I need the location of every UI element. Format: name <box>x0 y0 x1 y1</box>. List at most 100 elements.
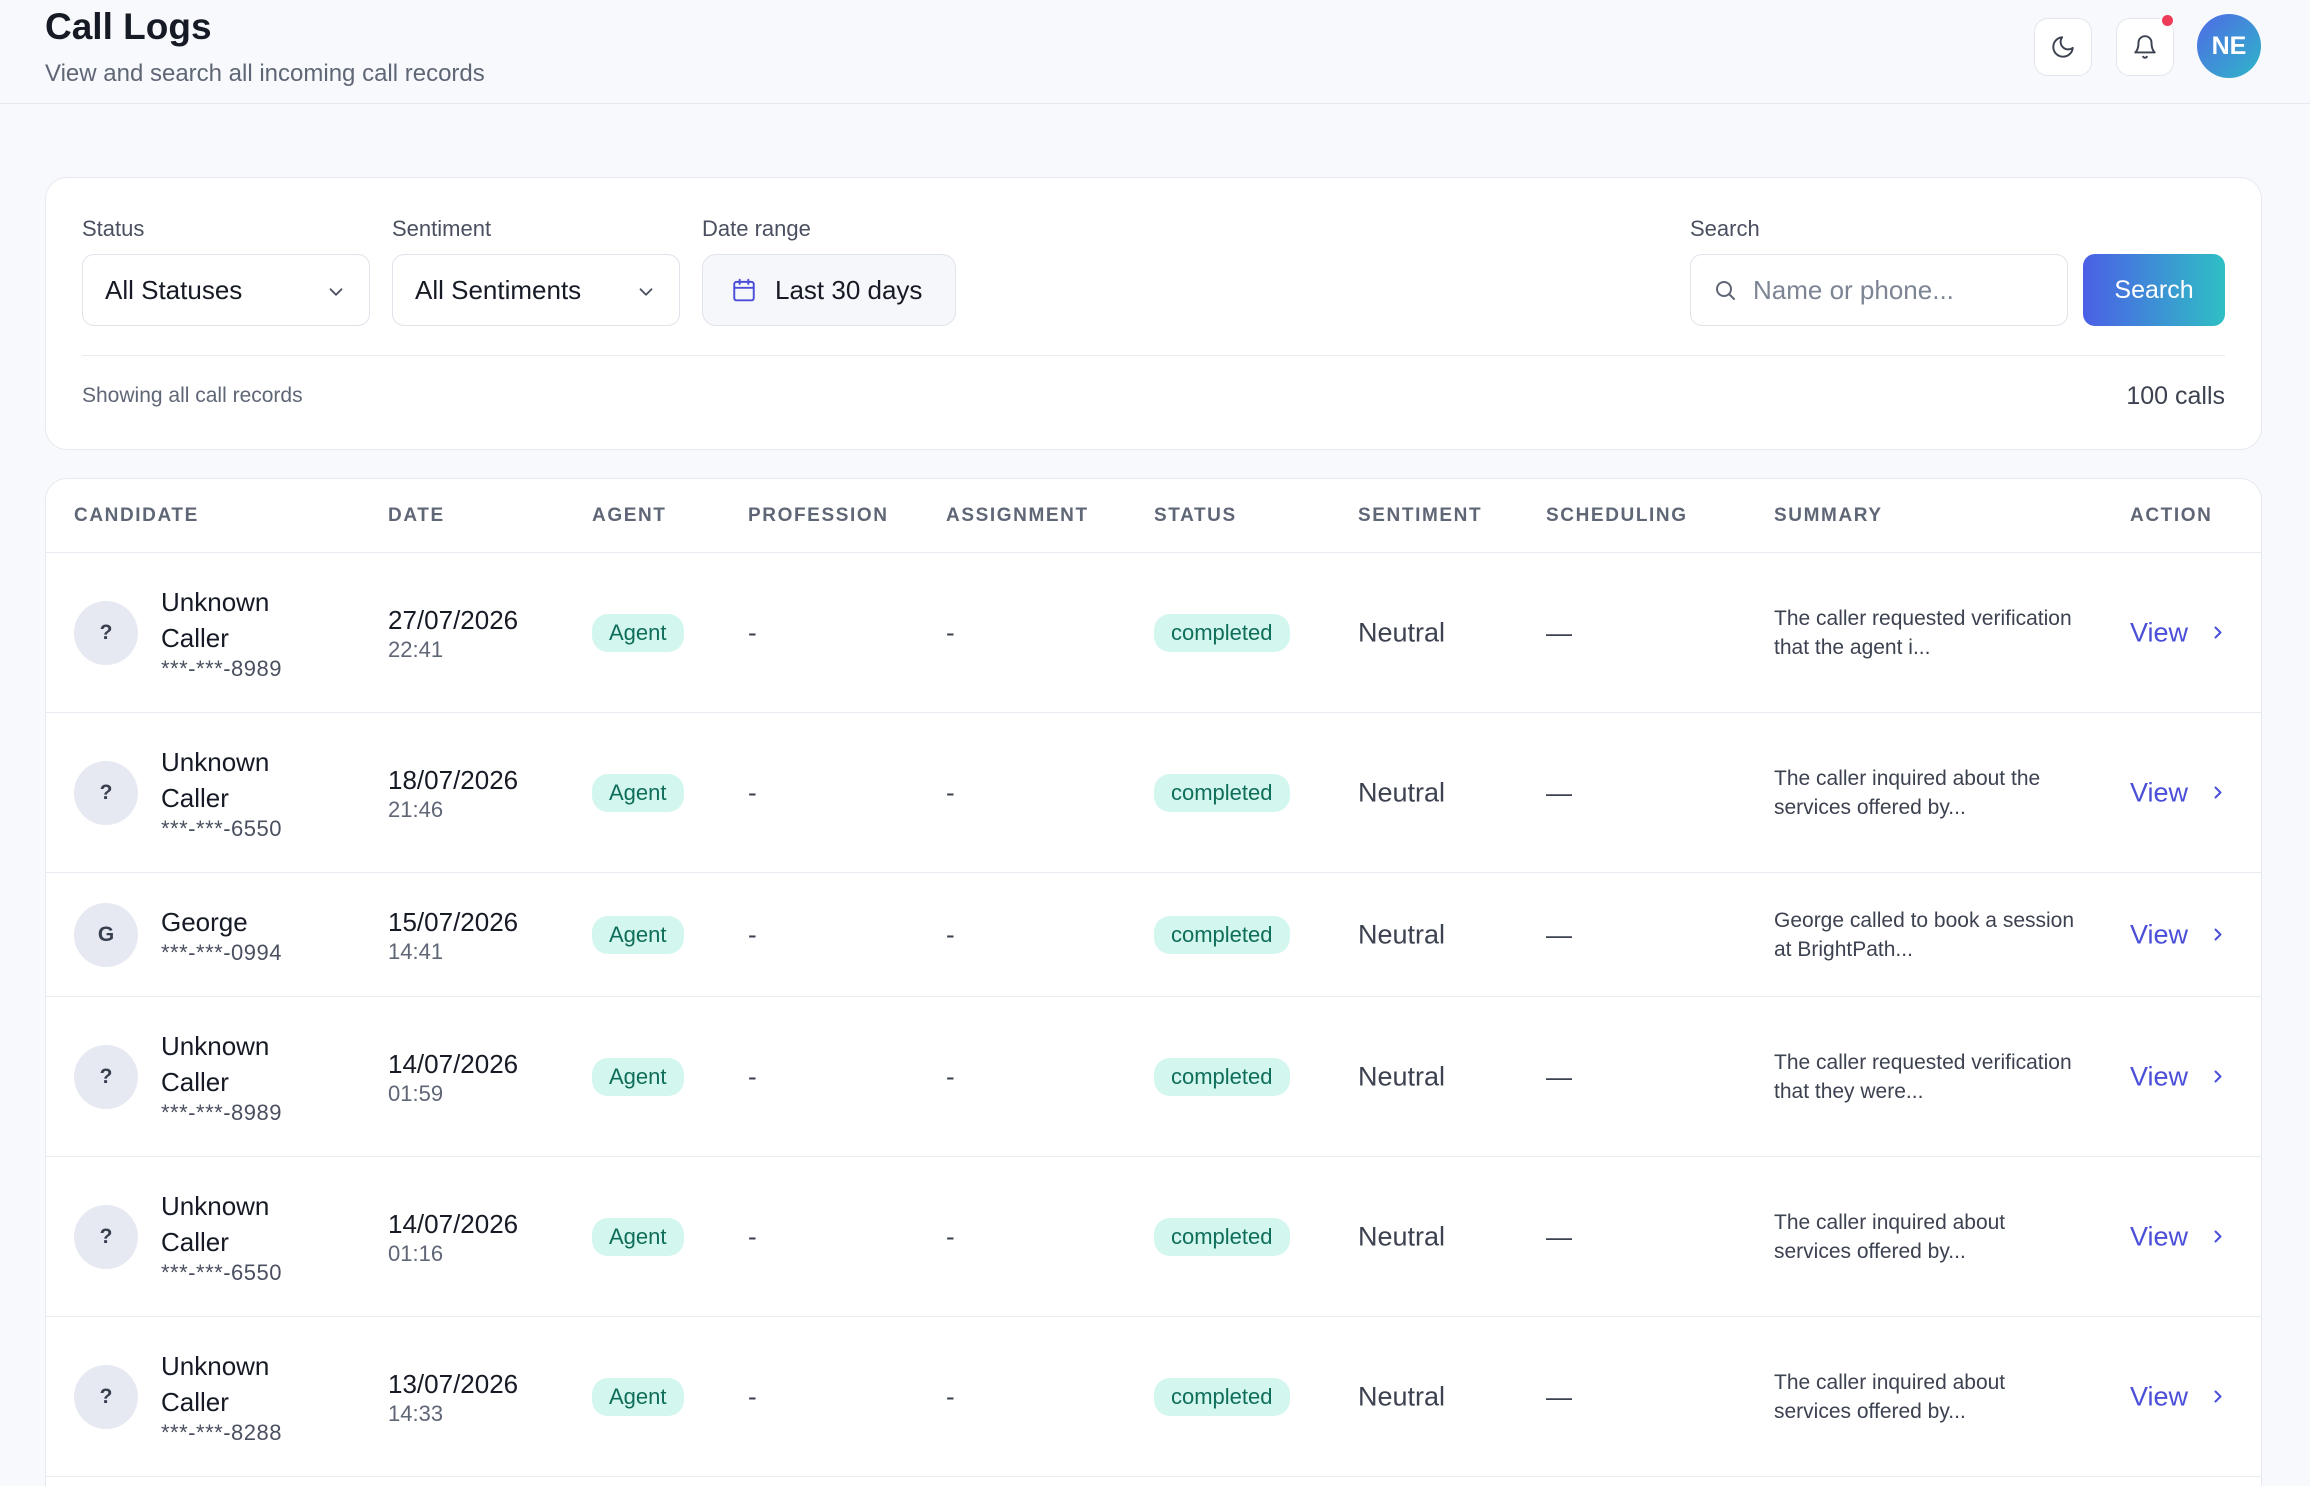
caller-phone: ***-***-6550 <box>161 815 282 841</box>
view-label: View <box>2130 1061 2189 1091</box>
column-header-date[interactable]: DATE <box>388 505 445 526</box>
table-row[interactable]: ? Unknown Caller ***-***-6550 14/07/2026… <box>46 1157 2261 1317</box>
profession-value: - <box>748 1061 757 1091</box>
search-button[interactable]: Search <box>2083 254 2225 326</box>
call-count: 100 calls <box>2126 382 2225 410</box>
table-row[interactable]: ? Unknown Caller ***-***-8989 14/07/2026… <box>46 997 2261 1157</box>
call-datetime: 18/07/2026 21:46 <box>388 763 518 823</box>
table-row[interactable]: G George ***-***-0994 15/07/2026 14:41 A… <box>46 873 2261 997</box>
chevron-right-icon <box>2214 1230 2222 1243</box>
agent-badge: Agent <box>592 1057 684 1096</box>
scheduling-value: — <box>1546 777 1572 807</box>
profession-value: - <box>748 777 757 807</box>
call-logs-table: CANDIDATE DATE AGENT PROFESSION ASSIGNME… <box>45 478 2262 1486</box>
column-header-summary[interactable]: SUMMARY <box>1774 505 1883 526</box>
caller-info: Unknown Caller ***-***-8989 <box>161 584 321 682</box>
page-header: Call Logs View and search all incoming c… <box>0 0 2310 104</box>
caller-info: Unknown Caller ***-***-6550 <box>161 744 321 842</box>
caller-phone: ***-***-6550 <box>161 1259 282 1285</box>
assignment-value: - <box>946 919 955 949</box>
date-range-picker[interactable]: Last 30 days <box>702 254 956 326</box>
view-label: View <box>2130 919 2189 949</box>
moon-icon <box>2052 36 2074 58</box>
view-call-link[interactable]: View <box>2130 1061 2228 1092</box>
status-badge: completed <box>1154 773 1290 812</box>
profession-value: - <box>748 1381 757 1411</box>
view-label: View <box>2130 617 2189 647</box>
table-row[interactable]: ? Unknown Caller ***-***-8989 27/07/2026… <box>46 553 2261 713</box>
caller-avatar: G <box>74 902 138 967</box>
date-range-value: Last 30 days <box>775 274 923 305</box>
view-call-link[interactable]: View <box>2130 777 2228 808</box>
search-field[interactable] <box>1690 254 2068 326</box>
status-badge: completed <box>1154 1057 1290 1096</box>
view-call-link[interactable]: View <box>2130 1381 2228 1412</box>
call-time: 01:59 <box>388 1080 444 1106</box>
user-avatar[interactable]: NE <box>2197 14 2261 78</box>
caller-info: Unknown Caller ***-***-8288 <box>161 1348 321 1446</box>
page-title: Call Logs <box>45 6 212 47</box>
column-header-assignment[interactable]: ASSIGNMENT <box>946 505 1089 526</box>
sentiment-value: Neutral <box>1358 1381 1446 1411</box>
notification-badge <box>2160 13 2175 28</box>
showing-text: Showing all call records <box>82 384 303 407</box>
table-row[interactable]: ? Unknown Caller ***-***-8288 13/07/2026… <box>46 1317 2261 1477</box>
status-badge: completed <box>1154 1217 1290 1256</box>
call-date: 18/07/2026 <box>388 764 519 795</box>
notifications-button[interactable] <box>2116 13 2175 76</box>
caller-avatar: ? <box>74 1044 138 1109</box>
sentiment-value: Neutral <box>1358 1061 1446 1091</box>
status-select[interactable]: All Statuses <box>82 254 370 326</box>
caller-avatar: ? <box>74 600 138 665</box>
column-header-candidate[interactable]: CANDIDATE <box>74 505 199 526</box>
column-header-profession[interactable]: PROFESSION <box>748 505 889 526</box>
call-datetime: 13/07/2026 14:33 <box>388 1367 518 1427</box>
summary-text: The caller requested verification that t… <box>1774 606 2072 659</box>
column-header-scheduling[interactable]: SCHEDULING <box>1546 505 1688 526</box>
view-label: View <box>2130 777 2189 807</box>
scheduling-value: — <box>1546 1061 1572 1091</box>
caller-phone: ***-***-0994 <box>161 939 282 965</box>
search-input[interactable] <box>1753 274 2053 306</box>
column-header-action: ACTION <box>2130 505 2213 526</box>
sentiment-value: Neutral <box>1358 919 1446 949</box>
summary-text: The caller inquired about the services o… <box>1774 766 2041 819</box>
table-row[interactable]: ? Unknown Caller ***-***-6550 18/07/2026… <box>46 713 2261 873</box>
column-header-sentiment[interactable]: SENTIMENT <box>1358 505 1483 526</box>
caller-info: Unknown Caller ***-***-6550 <box>161 1188 321 1286</box>
sentiment-select-value: All Sentiments <box>415 274 582 305</box>
chevron-right-icon <box>2214 1070 2222 1083</box>
summary-text: The caller requested verification that t… <box>1774 1050 2072 1103</box>
status-filter-label: Status <box>82 216 145 241</box>
caller-avatar: ? <box>74 760 138 825</box>
status-badge: completed <box>1154 915 1290 954</box>
chevron-down-icon <box>639 288 653 296</box>
view-call-link[interactable]: View <box>2130 617 2228 648</box>
column-header-agent[interactable]: AGENT <box>592 505 667 526</box>
scheduling-value: — <box>1546 1221 1572 1251</box>
caller-name: George <box>161 906 248 937</box>
view-call-link[interactable]: View <box>2130 1221 2228 1252</box>
assignment-value: - <box>946 777 955 807</box>
caller-name: Unknown Caller <box>161 1030 270 1097</box>
call-time: 22:41 <box>388 636 444 662</box>
column-header-status[interactable]: STATUS <box>1154 505 1237 526</box>
agent-badge: Agent <box>592 1377 684 1416</box>
view-call-link[interactable]: View <box>2130 919 2228 950</box>
call-datetime: 27/07/2026 22:41 <box>388 603 518 663</box>
bell-icon <box>2134 35 2156 59</box>
sentiment-select[interactable]: All Sentiments <box>392 254 680 326</box>
scheduling-value: — <box>1546 919 1572 949</box>
assignment-value: - <box>946 1381 955 1411</box>
caller-info: George ***-***-0994 <box>161 904 321 966</box>
sentiment-value: Neutral <box>1358 617 1446 647</box>
caller-phone: ***-***-8989 <box>161 1099 282 1125</box>
assignment-value: - <box>946 1061 955 1091</box>
agent-badge: Agent <box>592 773 684 812</box>
call-date: 15/07/2026 <box>388 906 519 937</box>
call-datetime: 14/07/2026 01:59 <box>388 1047 518 1107</box>
theme-toggle-button[interactable] <box>2034 18 2092 76</box>
caller-name: Unknown Caller <box>161 586 270 653</box>
profession-value: - <box>748 617 757 647</box>
